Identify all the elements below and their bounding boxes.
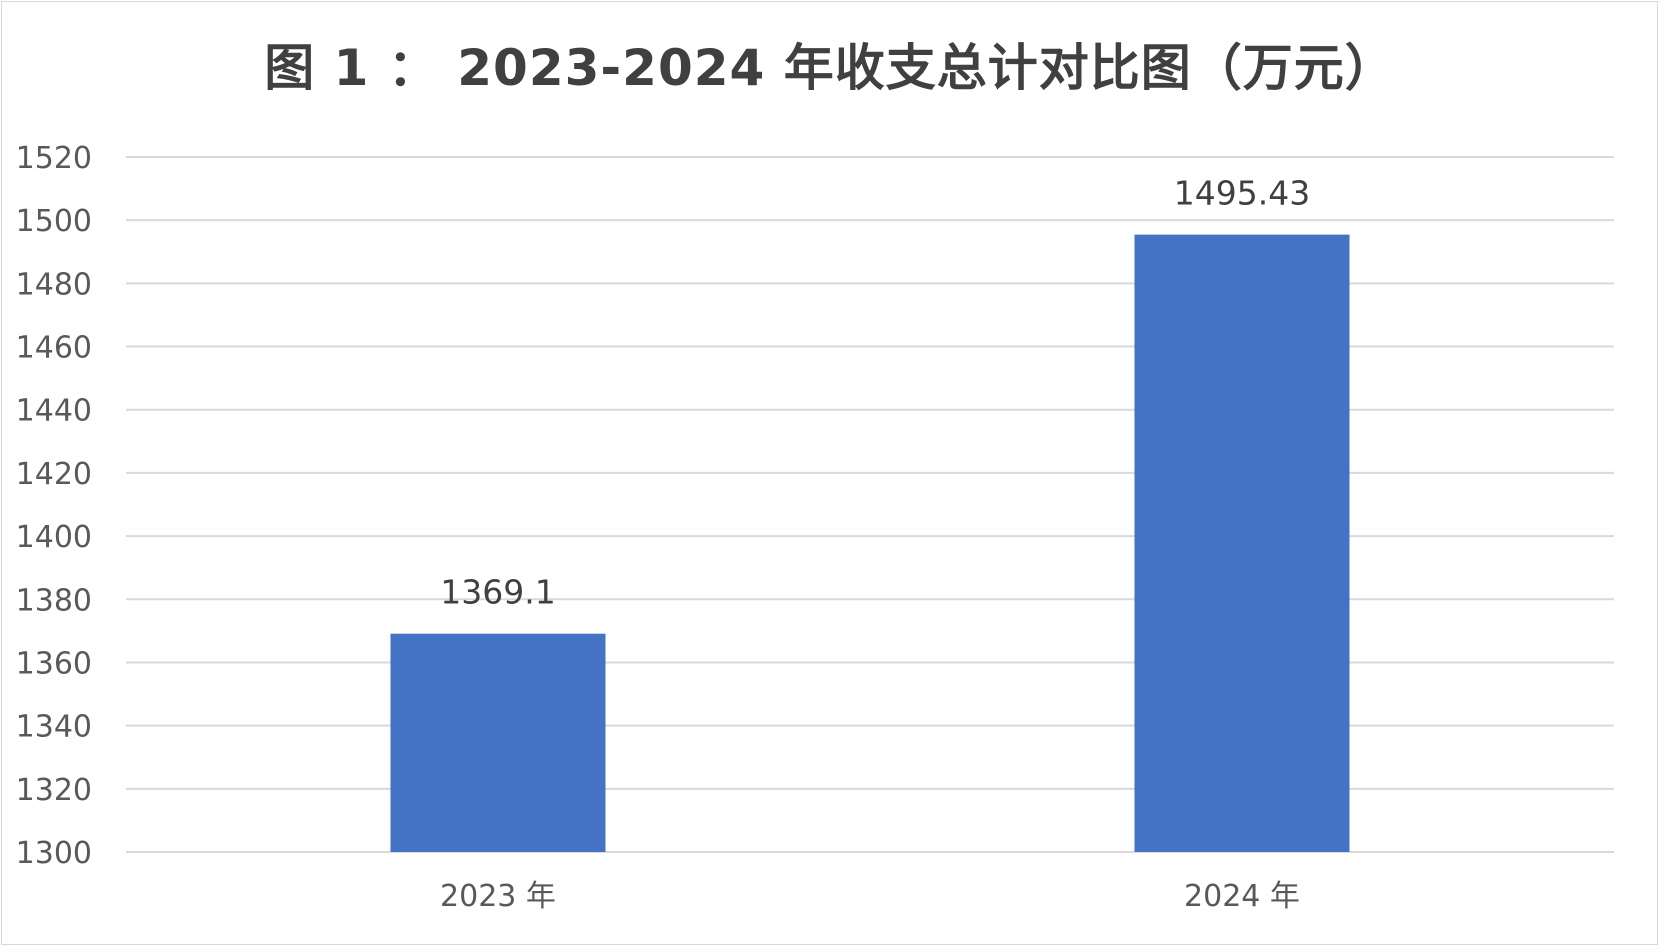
bar — [1134, 234, 1350, 852]
y-tick-label: 1360 — [16, 646, 92, 681]
data-label: 1369.1 — [440, 573, 555, 612]
x-axis-tick-labels: 2023 年 2024 年 — [440, 879, 1300, 914]
y-tick-label: 1500 — [16, 204, 92, 239]
bar — [390, 633, 606, 852]
y-tick-label: 1300 — [16, 836, 92, 871]
bars — [390, 234, 1350, 852]
chart-title: 图 1 ： 2023-2024 年收支总计对比图（万元） — [264, 39, 1396, 97]
y-tick-label: 1400 — [16, 520, 92, 555]
y-tick-label: 1420 — [16, 457, 92, 492]
x-tick-label: 2023 年 — [440, 879, 556, 914]
y-axis-tick-labels: 1300 1320 1340 1360 1380 1400 1420 1440 1460 1480… — [16, 141, 92, 871]
gridlines — [126, 156, 1614, 853]
data-labels: 1369.1 1495.43 — [440, 174, 1310, 612]
y-tick-label: 1480 — [16, 267, 92, 302]
y-tick-label: 1380 — [16, 583, 92, 618]
x-tick-label: 2024 年 — [1184, 879, 1300, 914]
data-label: 1495.43 — [1174, 174, 1310, 213]
y-tick-label: 1340 — [16, 710, 92, 745]
y-tick-label: 1440 — [16, 394, 92, 429]
y-tick-label: 1460 — [16, 331, 92, 366]
y-tick-label: 1320 — [16, 773, 92, 808]
y-tick-label: 1520 — [16, 141, 92, 176]
